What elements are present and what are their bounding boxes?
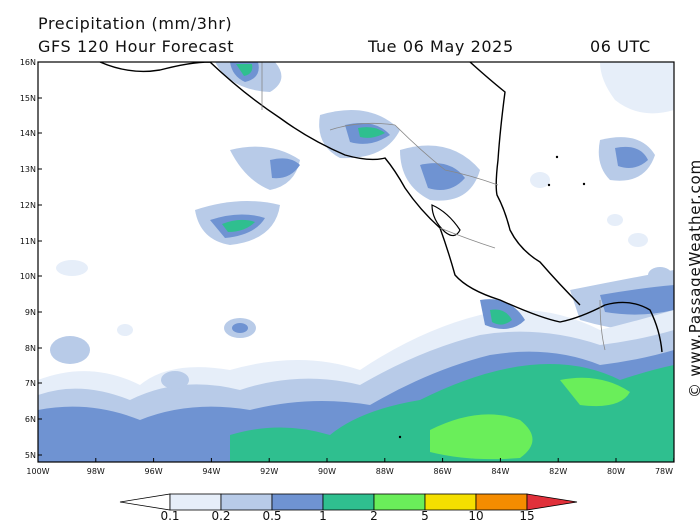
legend-swatch	[220, 493, 273, 511]
lon-tick-label: 84W	[491, 467, 509, 476]
legend-threshold-label: 0.2	[211, 509, 231, 523]
legend-arrow-low	[119, 493, 171, 511]
lon-tick-label: 78W	[655, 467, 673, 476]
forecast-label: GFS 120 Hour Forecast	[38, 37, 235, 56]
lat-tick-label: 9N	[25, 308, 36, 317]
latitude-axis: 16N 15N 14N 13N 12N 11N 10N 9N 8N 7N 6N 5N	[20, 58, 42, 460]
lat-tick-label: 15N	[20, 94, 36, 103]
legend-swatch	[271, 493, 324, 511]
lat-tick-label: 12N	[20, 201, 36, 210]
credit-text: © www.PassageWeather.com	[686, 159, 700, 398]
lon-tick-label: 96W	[145, 467, 163, 476]
lat-tick-label: 5N	[25, 451, 36, 460]
legend-threshold-label: 10	[468, 509, 484, 523]
coastline	[99, 62, 663, 353]
legend-swatch	[322, 493, 375, 511]
legend-threshold-label: 2	[370, 509, 378, 523]
lat-tick-label: 16N	[20, 58, 36, 67]
legend-swatch	[373, 493, 426, 511]
precipitation-field	[38, 62, 674, 462]
lon-tick-label: 86W	[434, 467, 452, 476]
longitude-axis: 100W 98W 96W 94W 92W 90W 88W 86W 84W 82W 80W 78W	[26, 458, 675, 476]
lon-tick-label: 98W	[87, 467, 105, 476]
precipitation-legend	[119, 493, 578, 511]
lat-tick-label: 14N	[20, 129, 36, 138]
lon-tick-label: 92W	[260, 467, 278, 476]
lake-nicaragua	[431, 204, 461, 237]
legend-threshold-label: 5	[421, 509, 429, 523]
legend-swatch	[169, 493, 222, 511]
map-frame	[37, 61, 675, 463]
forecast-time: 06 UTC	[590, 37, 651, 56]
lon-tick-label: 94W	[202, 467, 220, 476]
lat-tick-label: 11N	[20, 237, 36, 246]
lat-tick-label: 10N	[20, 272, 36, 281]
legend-swatch	[424, 493, 477, 511]
lon-tick-label: 90W	[318, 467, 336, 476]
lat-tick-label: 6N	[25, 415, 36, 424]
legend-threshold-label: 0.1	[160, 509, 180, 523]
borders	[261, 62, 606, 351]
lon-tick-label: 100W	[26, 467, 49, 476]
map-title: Precipitation (mm/3hr)	[38, 14, 233, 33]
lon-tick-label: 80W	[607, 467, 625, 476]
lat-tick-label: 13N	[20, 165, 36, 174]
legend-swatch	[475, 493, 528, 511]
lat-tick-label: 7N	[25, 379, 36, 388]
legend-threshold-label: 15	[519, 509, 535, 523]
lon-tick-label: 82W	[549, 467, 567, 476]
lon-tick-label: 88W	[376, 467, 394, 476]
legend-threshold-label: 1	[319, 509, 327, 523]
lat-tick-label: 8N	[25, 344, 36, 353]
legend-arrow-high	[526, 493, 578, 511]
legend-threshold-label: 0.5	[262, 509, 282, 523]
forecast-date: Tue 06 May 2025	[368, 37, 514, 56]
